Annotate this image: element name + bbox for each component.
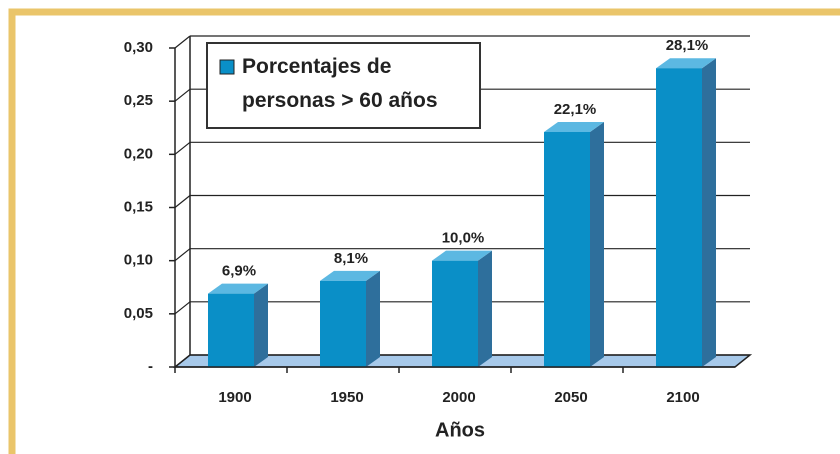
- bar: [208, 293, 254, 367]
- bar-top: [432, 250, 492, 261]
- value-label: 22,1%: [554, 101, 597, 118]
- y-tick-label: -: [148, 358, 153, 375]
- y-tick-label: 0,20: [124, 145, 153, 162]
- bar-top: [656, 58, 716, 69]
- value-label: 6,9%: [222, 263, 256, 280]
- value-label: 8,1%: [334, 250, 368, 267]
- legend-swatch: [219, 59, 235, 75]
- x-tick-label: 2050: [554, 389, 587, 406]
- bar-top: [208, 283, 268, 294]
- bar-top: [544, 122, 604, 133]
- y-tick-label: 0,30: [124, 39, 153, 56]
- bar: [432, 260, 478, 367]
- bar-side: [702, 58, 716, 367]
- grid-side: [174, 88, 191, 102]
- value-label: 28,1%: [666, 37, 709, 54]
- x-tick-label: 2000: [442, 389, 475, 406]
- x-tick-label: 1950: [330, 389, 363, 406]
- grid-side: [174, 141, 191, 155]
- value-label: 10,0%: [442, 230, 485, 247]
- legend-label: Porcentajes de personas > 60 años: [242, 55, 438, 112]
- grid-side: [174, 195, 191, 208]
- bar-side: [366, 270, 380, 367]
- legend-box: [206, 42, 481, 129]
- y-tick-label: 0,10: [124, 252, 153, 269]
- frame: [8, 8, 840, 454]
- grid-side: [174, 354, 191, 368]
- y-tick-label: 0,15: [124, 198, 153, 215]
- bar: [320, 280, 366, 367]
- x-tick-label: 1900: [218, 389, 251, 406]
- grid-side: [174, 35, 191, 49]
- grid-side: [174, 248, 191, 262]
- y-tick-label: 0,25: [124, 92, 153, 109]
- bar-side: [254, 283, 268, 367]
- y-tick-label: 0,05: [124, 305, 153, 322]
- bar-side: [478, 250, 492, 367]
- bar-top: [320, 270, 380, 281]
- x-axis-label: Años: [435, 419, 485, 441]
- bar: [656, 68, 702, 367]
- bar: [544, 132, 590, 367]
- grid-side: [174, 301, 191, 315]
- bar-side: [590, 122, 604, 368]
- x-tick-label: 2100: [666, 389, 699, 406]
